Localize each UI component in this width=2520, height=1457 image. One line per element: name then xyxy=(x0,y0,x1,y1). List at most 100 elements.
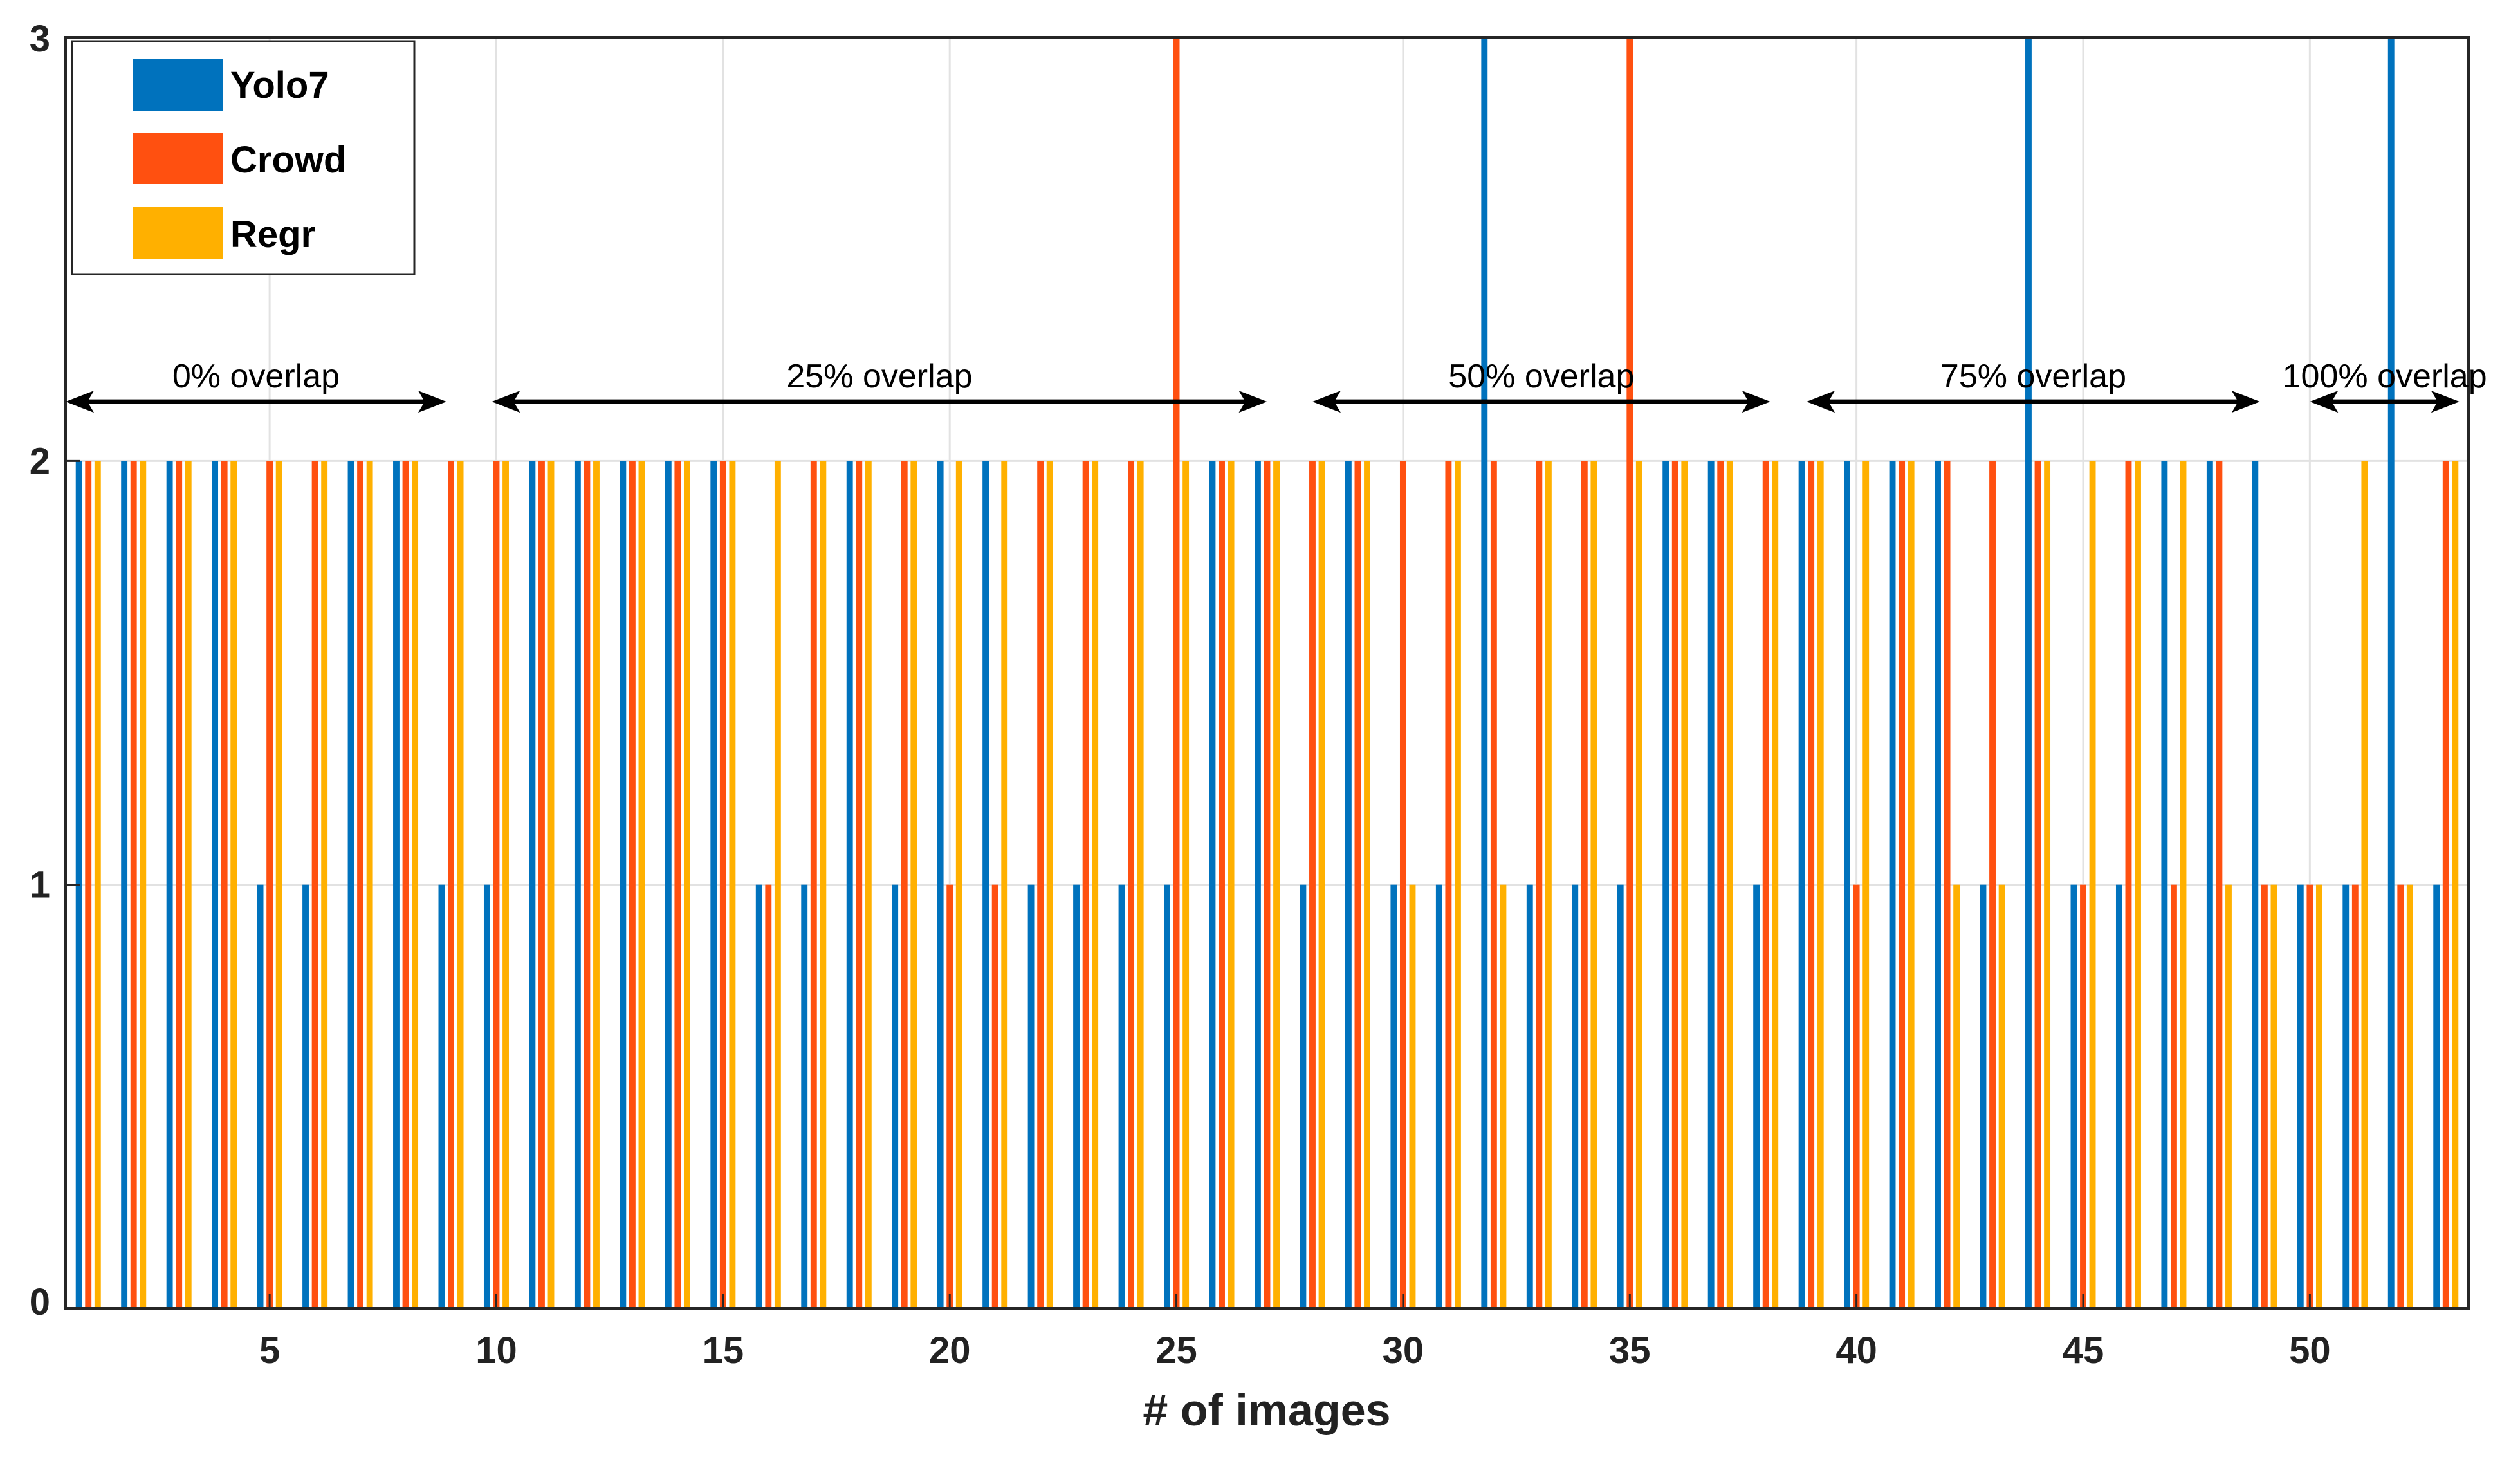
bar-yolo7-14 xyxy=(665,461,672,1308)
bar-yolo7-27 xyxy=(1255,461,1261,1308)
x-tick-label: 45 xyxy=(2063,1330,2104,1371)
legend-swatch-crowd xyxy=(133,133,223,184)
bar-crowd-17 xyxy=(810,461,817,1308)
bar-crowd-11 xyxy=(538,461,545,1308)
bar-crowd-38 xyxy=(1762,461,1769,1308)
bar-yolo7-3 xyxy=(166,461,173,1308)
overlap-label: 100% overlap xyxy=(2283,358,2487,395)
bar-regr-26 xyxy=(1228,461,1235,1308)
bar-yolo7-47 xyxy=(2161,461,2168,1308)
bar-crowd-50 xyxy=(2306,884,2313,1308)
arrow-head-right xyxy=(1742,391,1770,413)
bar-crowd-23 xyxy=(1082,461,1089,1308)
bar-crowd-3 xyxy=(176,461,183,1308)
bar-regr-52 xyxy=(2406,884,2413,1308)
bar-yolo7-36 xyxy=(1662,461,1669,1308)
arrow-head-right xyxy=(418,391,446,413)
bar-yolo7-34 xyxy=(1572,884,1579,1308)
bar-yolo7-19 xyxy=(892,884,899,1308)
legend-swatch-yolo7 xyxy=(133,59,223,111)
bar-yolo7-18 xyxy=(846,461,853,1308)
overlap-annotation: 25% overlap xyxy=(492,358,1267,413)
x-tick-label: 40 xyxy=(1835,1330,1877,1371)
overlap-label: 25% overlap xyxy=(786,358,972,395)
x-tick-label: 20 xyxy=(929,1330,971,1371)
bar-regr-3 xyxy=(185,461,192,1308)
bar-crowd-44 xyxy=(2034,461,2041,1308)
bar-regr-2 xyxy=(140,461,147,1308)
arrow-head-left xyxy=(2310,391,2339,413)
bar-crowd-6 xyxy=(311,461,318,1308)
bar-crowd-52 xyxy=(2397,884,2404,1308)
bar-yolo7-6 xyxy=(302,884,309,1308)
bar-crowd-26 xyxy=(1219,461,1225,1308)
bar-crowd-29 xyxy=(1354,461,1361,1308)
bar-crowd-32 xyxy=(1490,461,1497,1308)
legend: Yolo7 Crowd Regr xyxy=(71,40,416,275)
bar-yolo7-2 xyxy=(121,461,128,1308)
bar-crowd-12 xyxy=(584,461,591,1308)
bar-yolo7-11 xyxy=(529,461,536,1308)
bar-crowd-24 xyxy=(1128,461,1135,1308)
bar-regr-19 xyxy=(910,461,917,1308)
bar-yolo7-16 xyxy=(755,884,762,1308)
bar-regr-43 xyxy=(1998,884,2005,1308)
bar-regr-18 xyxy=(865,461,872,1308)
bar-regr-4 xyxy=(230,461,237,1308)
bar-yolo7-24 xyxy=(1118,884,1125,1308)
bar-yolo7-21 xyxy=(982,461,989,1308)
bar-crowd-51 xyxy=(2351,884,2359,1308)
bar-regr-42 xyxy=(1953,884,1960,1308)
bar-regr-36 xyxy=(1681,461,1688,1308)
bar-crowd-7 xyxy=(357,461,363,1308)
bar-crowd-46 xyxy=(2125,461,2132,1308)
x-tick-label: 10 xyxy=(475,1330,517,1371)
bar-crowd-30 xyxy=(1399,461,1406,1308)
x-tick-label: 50 xyxy=(2289,1330,2331,1371)
bar-regr-45 xyxy=(2089,461,2096,1308)
bar-crowd-8 xyxy=(402,461,409,1308)
bar-yolo7-37 xyxy=(1707,461,1715,1308)
bar-regr-34 xyxy=(1590,461,1597,1308)
y-tick-label: 3 xyxy=(30,18,50,60)
bar-crowd-15 xyxy=(719,461,726,1308)
bar-crowd-39 xyxy=(1808,461,1815,1308)
bar-regr-9 xyxy=(457,461,464,1308)
bar-regr-47 xyxy=(2180,461,2187,1308)
bar-yolo7-28 xyxy=(1300,884,1307,1308)
bar-regr-28 xyxy=(1318,461,1325,1308)
bar-regr-23 xyxy=(1092,461,1099,1308)
bar-regr-48 xyxy=(2225,884,2232,1308)
legend-label-crowd: Crowd xyxy=(230,139,346,181)
bar-yolo7-15 xyxy=(710,461,717,1308)
overlap-annotations: 0% overlap 25% overlap 50% overlap 75% over… xyxy=(66,358,2487,413)
bar-crowd-5 xyxy=(266,461,273,1308)
overlap-label: 50% overlap xyxy=(1448,358,1634,395)
bar-regr-38 xyxy=(1772,461,1779,1308)
bar-yolo7-29 xyxy=(1345,461,1352,1308)
bar-yolo7-40 xyxy=(1844,461,1850,1308)
bar-regr-50 xyxy=(2315,884,2322,1308)
bar-crowd-47 xyxy=(2171,884,2177,1308)
arrow-head-right xyxy=(1238,391,1267,413)
bar-regr-27 xyxy=(1273,461,1280,1308)
bar-crowd-18 xyxy=(856,461,863,1308)
bar-regr-37 xyxy=(1726,461,1733,1308)
bar-regr-17 xyxy=(820,461,827,1308)
arrow-head-right xyxy=(2431,391,2460,413)
bar-crowd-25 xyxy=(1173,37,1180,1308)
bar-yolo7-23 xyxy=(1073,884,1080,1308)
bar-regr-11 xyxy=(547,461,555,1308)
bar-yolo7-5 xyxy=(257,884,264,1308)
bar-yolo7-30 xyxy=(1390,884,1397,1308)
bar-crowd-35 xyxy=(1626,37,1633,1308)
bar-regr-22 xyxy=(1046,461,1053,1308)
bar-crowd-48 xyxy=(2216,461,2223,1308)
bar-yolo7-38 xyxy=(1753,884,1760,1308)
x-tick-label: 5 xyxy=(259,1330,280,1371)
overlap-label: 0% overlap xyxy=(172,358,340,395)
bar-yolo7-53 xyxy=(2433,884,2440,1308)
bar-yolo7-41 xyxy=(1889,461,1896,1308)
bar-crowd-41 xyxy=(1899,461,1906,1308)
bar-yolo7-10 xyxy=(483,884,490,1308)
